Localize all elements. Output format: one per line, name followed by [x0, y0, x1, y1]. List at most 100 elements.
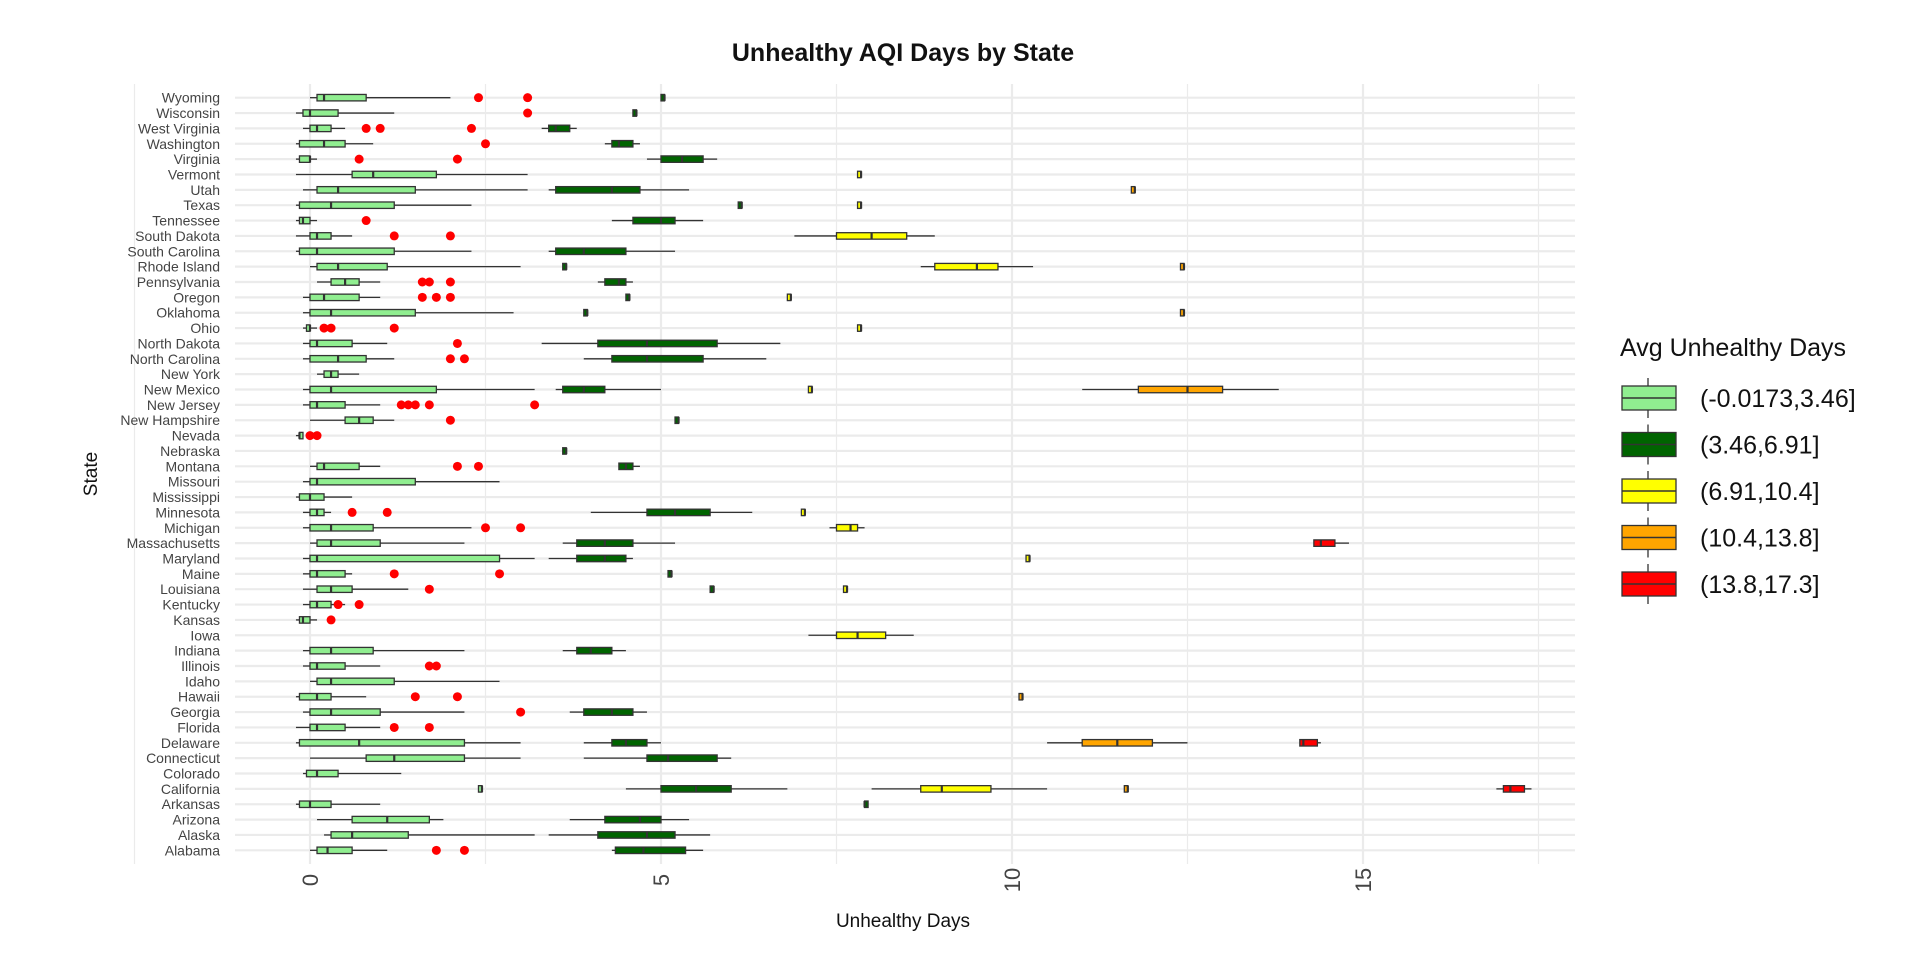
state-box: [555, 385, 661, 394]
state-label: Wyoming: [162, 90, 220, 106]
state-label: Nevada: [172, 428, 220, 444]
grid: [133, 84, 1575, 864]
state-box: [295, 615, 336, 625]
state-label: Pennsylvania: [137, 274, 220, 290]
legend-label: (10.4,13.8]: [1700, 525, 1820, 553]
outlier-point: [516, 707, 526, 717]
outlier-point: [445, 415, 455, 425]
state-box: [295, 231, 455, 241]
state-label: Connecticut: [146, 750, 220, 766]
iqr-box: [298, 139, 346, 148]
iqr-box: [309, 124, 332, 133]
outlier-point: [326, 323, 336, 333]
legend-item: (10.4,13.8]: [1621, 517, 1820, 558]
state-label: Indiana: [174, 643, 220, 659]
state-label: Virginia: [174, 151, 221, 167]
state-label: South Carolina: [127, 243, 220, 259]
x-axis-title: Unhealthy Days: [836, 911, 970, 932]
iqr-box: [305, 769, 339, 778]
state-box: [302, 646, 465, 655]
state-box: [295, 170, 528, 179]
state-label: Delaware: [161, 735, 220, 751]
outlier-point: [403, 400, 413, 410]
x-tick-labels: 0 5 10 15: [298, 868, 1376, 892]
state-box: [583, 754, 732, 763]
outlier-point: [516, 523, 526, 533]
state-label: New Hampshire: [120, 412, 220, 428]
iqr-box: [646, 754, 718, 763]
iqr-box: [934, 262, 999, 271]
state-box: [618, 462, 640, 471]
state-box: [302, 185, 528, 194]
state-box: [562, 539, 676, 547]
x-tick-label: 0: [298, 874, 323, 886]
state-box: [477, 785, 484, 793]
legend-item: (13.8,17.3]: [1621, 564, 1820, 604]
outlier-point: [333, 600, 343, 610]
state-box: [295, 108, 533, 118]
state-box: [310, 754, 521, 763]
state-box: [302, 477, 500, 486]
iqr-box: [309, 723, 346, 732]
state-box: [1047, 738, 1188, 747]
state-box: [295, 431, 322, 441]
state-box: [295, 216, 371, 226]
state-label: Hawaii: [178, 689, 220, 705]
iqr-box: [298, 692, 332, 701]
iqr-box: [835, 631, 887, 640]
state-label: Michigan: [164, 520, 220, 536]
state-label: Kentucky: [162, 597, 220, 613]
state-box: [856, 201, 863, 210]
outlier-point: [361, 216, 371, 226]
state-box: [295, 800, 381, 809]
state-box: [302, 385, 535, 394]
state-box: [302, 354, 469, 364]
state-box: [317, 815, 444, 824]
state-box: [310, 461, 483, 471]
state-label: Idaho: [185, 673, 220, 689]
state-box: [597, 278, 633, 286]
state-box: [863, 800, 869, 809]
state-label: Wisconsin: [156, 105, 220, 121]
state-box: [1082, 385, 1279, 394]
legend-item: (6.91,10.4]: [1621, 471, 1820, 511]
legend-label: (-0.0173,3.46]: [1700, 385, 1856, 413]
state-box: [786, 293, 792, 302]
iqr-box: [309, 662, 346, 670]
state-box: [807, 385, 814, 394]
state-label: Nebraska: [160, 443, 220, 459]
iqr-box: [351, 170, 438, 179]
box-series: [295, 93, 1532, 855]
state-label: Illinois: [181, 658, 220, 674]
outlier-point: [481, 523, 490, 533]
state-box: [302, 523, 526, 533]
state-box: [808, 631, 914, 640]
iqr-box: [1137, 385, 1224, 394]
outlier-point: [410, 400, 420, 410]
outlier-point: [382, 507, 392, 517]
state-box: [625, 785, 788, 793]
outlier-point: [389, 323, 399, 333]
state-label: Louisiana: [160, 581, 220, 597]
outlier-point: [424, 400, 434, 410]
iqr-box: [309, 600, 332, 609]
state-box: [310, 539, 465, 547]
iqr-box: [298, 493, 325, 501]
state-label: New Jersey: [147, 397, 220, 413]
state-box: [842, 585, 849, 594]
outlier-point: [431, 292, 441, 302]
state-box: [1299, 738, 1321, 747]
iqr-box: [298, 247, 395, 256]
state-box: [310, 262, 521, 271]
state-label: Arizona: [173, 812, 221, 828]
state-box: [1179, 308, 1186, 317]
legend-item: (-0.0173,3.46]: [1621, 378, 1856, 418]
state-box: [856, 324, 863, 332]
state-box: [871, 785, 1048, 793]
state-box: [302, 661, 441, 671]
state-label: Texas: [183, 197, 220, 213]
iqr-box: [309, 339, 353, 348]
iqr-box: [316, 93, 367, 102]
iqr-box: [298, 616, 311, 624]
